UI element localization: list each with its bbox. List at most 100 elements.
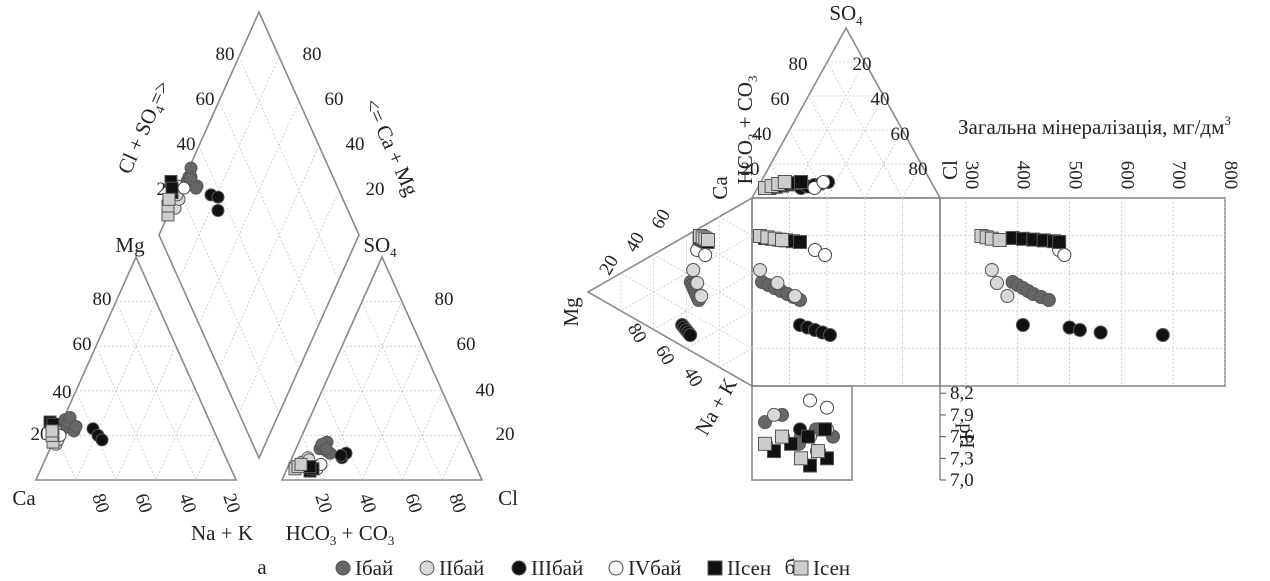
label-cl-so4: Cl + SO4=> (112, 77, 177, 179)
diamond-right-tick: 80 (303, 44, 322, 65)
point-Iбай (335, 560, 351, 576)
point-IIбай (767, 407, 781, 422)
ph-tick: 7,6 (950, 427, 974, 448)
tds-tick: 500 (1065, 161, 1086, 190)
point-IIIбай (683, 328, 698, 342)
point-IIIбай (334, 448, 348, 462)
cation-mg-tick: 80 (93, 289, 112, 310)
point-IIбай (419, 560, 435, 576)
cation-grid-line (195, 435, 217, 481)
top-left-tick: 60 (771, 89, 790, 110)
point-IIбай (686, 263, 701, 277)
point-IIIбай (1093, 325, 1108, 340)
point-IIсен (794, 175, 808, 189)
legend-label: IVбай (628, 556, 681, 580)
tds-axis-title: Загальна мінералізація, мг/дм3 (958, 113, 1231, 139)
label-cl: Cl (498, 486, 518, 510)
top-left-tick: 80 (789, 54, 808, 75)
diamond-left-tick: 60 (196, 89, 215, 110)
legend: Iбай IIбай IIIбай IVбай IIсен Iсен (335, 556, 850, 580)
point-IVбай (1057, 248, 1072, 262)
anion-hco3-tick: 40 (354, 491, 380, 516)
label-cl-b: Cl (938, 160, 962, 180)
top-grid-line (826, 95, 884, 199)
point-IVбай (177, 181, 191, 195)
diamond-grid-line (198, 101, 300, 325)
cation-na-tick: 60 (130, 491, 156, 516)
anion-hco3-tick: 20 (310, 491, 336, 516)
point-IIIбай (211, 203, 225, 217)
anion-so4-tick: 80 (435, 289, 454, 310)
cation-grid-line (115, 346, 177, 481)
point-IIбай (770, 276, 785, 290)
anion-so4-tick: 60 (457, 334, 476, 355)
top-right-tick: 60 (891, 124, 910, 145)
label-ca-b: Ca (708, 176, 732, 200)
panel-a-piper: 2040608020406080204060802040608020406080… (12, 10, 518, 579)
point-Iсен (162, 192, 176, 206)
diamond-grid-line (238, 190, 340, 414)
cation-na-tick: 40 (174, 491, 200, 516)
label-hco3-b-tail: + CO (733, 82, 757, 134)
point-IIIбай (95, 433, 109, 447)
cation-mg-tick: 40 (53, 382, 72, 403)
ph-tick: 7,9 (950, 405, 974, 426)
tds-axis-title-sup: 3 (1224, 113, 1231, 128)
left-grid-line (620, 235, 753, 312)
legend-label: IIбай (439, 556, 484, 580)
point-IIсен (818, 422, 832, 437)
point-Iсен (294, 457, 308, 471)
point-IIIбай (511, 560, 527, 576)
anion-grid-line (341, 346, 403, 481)
left-grid-line (620, 272, 753, 349)
left-cation-triangle (586, 196, 753, 388)
label-ca: Ca (12, 486, 36, 510)
anion-triangle (280, 255, 484, 481)
point-IVбай (820, 400, 834, 415)
top-right-tick: 20 (853, 54, 872, 75)
left-grid-line (719, 216, 753, 236)
diamond-right-tick: 60 (325, 89, 344, 110)
diamond-grid-line (218, 101, 320, 325)
label-hco3-co3-tail: + CO (336, 521, 388, 545)
point-Iсен (794, 451, 808, 466)
point-IIIбай (1015, 318, 1030, 332)
point-IIбай (753, 263, 767, 277)
top-left-tick: 40 (753, 124, 772, 145)
label-hco3-co3-sub: 3 (330, 533, 337, 548)
anion-hco3-tick: 80 (444, 491, 470, 516)
cation-mg-tick: 60 (73, 334, 92, 355)
point-IIIбай (1155, 328, 1170, 342)
label-mg: Mg (115, 233, 145, 257)
tds-tick: 800 (1220, 161, 1241, 190)
label-so4-b: SO4 (829, 1, 863, 28)
anion-grid-line (361, 301, 443, 481)
label-hco3-b: HCO3 + CO3 (733, 76, 760, 185)
anion-hco3-tick: 60 (400, 491, 426, 516)
top-grid-line (808, 95, 866, 199)
anion-grid-line (441, 435, 463, 481)
point-Iсен (793, 560, 809, 576)
anion-so4-tick: 20 (496, 424, 515, 445)
point-IIбай (690, 276, 705, 290)
label-hco3-co3: HCO3 + CO3 (286, 521, 395, 548)
legend-label: Iсен (813, 556, 850, 580)
tds-tick: 700 (1168, 161, 1189, 190)
diamond-left-tick: 80 (216, 44, 235, 65)
point-Iсен (758, 436, 772, 451)
diamond-grid-line (178, 190, 280, 414)
label-so4: SO4 (363, 233, 397, 260)
top-right-tick: 80 (909, 159, 928, 180)
left-lower-tick: 60 (651, 342, 679, 369)
point-IIбай (1000, 289, 1015, 303)
point-IVбай (803, 393, 817, 408)
cation-na-tick: 80 (87, 491, 113, 516)
diamond-right-tick: 20 (366, 179, 385, 200)
tds-tick: 600 (1116, 161, 1137, 190)
point-IIIбай (211, 190, 225, 204)
point-IIIбай (823, 328, 837, 342)
left-lower-tick: 80 (623, 320, 651, 347)
point-IIсен (165, 181, 179, 195)
